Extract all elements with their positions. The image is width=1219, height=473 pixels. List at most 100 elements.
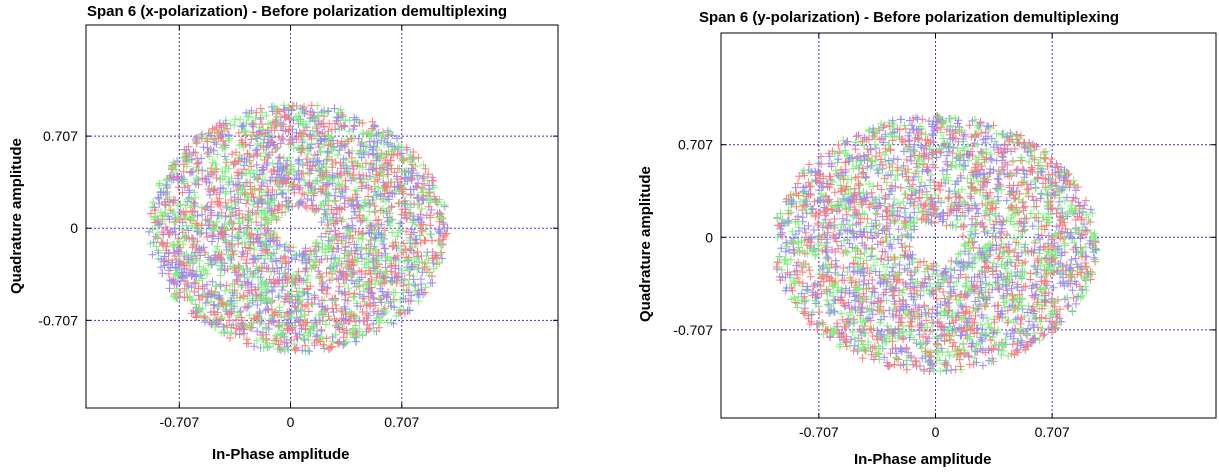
- data-point: [364, 175, 372, 184]
- data-point: [383, 159, 392, 168]
- data-point: [801, 228, 810, 237]
- data-point: [220, 152, 229, 161]
- data-point: [324, 221, 332, 230]
- data-point: [329, 136, 337, 145]
- data-point: [928, 270, 937, 279]
- data-point: [939, 134, 948, 143]
- data-point: [246, 323, 255, 332]
- data-point: [1071, 215, 1080, 224]
- data-point: [859, 314, 868, 323]
- data-point: [943, 138, 951, 147]
- data-point: [181, 213, 189, 221]
- data-point: [330, 191, 339, 200]
- data-point: [184, 281, 193, 290]
- data-point: [885, 202, 894, 211]
- data-point: [290, 185, 299, 194]
- data-point: [335, 229, 343, 238]
- data-point: [305, 347, 314, 356]
- data-point: [1035, 235, 1044, 243]
- data-point: [312, 124, 321, 133]
- data-point: [953, 144, 962, 153]
- data-point: [1028, 222, 1037, 231]
- data-point: [341, 305, 350, 313]
- data-point: [380, 151, 388, 160]
- data-point: [262, 111, 271, 120]
- data-point: [348, 195, 357, 204]
- data-point: [365, 137, 374, 146]
- data-point: [257, 242, 265, 251]
- data-point: [1023, 185, 1032, 194]
- data-point: [331, 158, 340, 167]
- data-point: [333, 150, 342, 159]
- data-point: [369, 126, 378, 135]
- data-point: [888, 116, 897, 125]
- data-point: [279, 253, 288, 262]
- data-point: [294, 317, 303, 326]
- data-point: [294, 157, 303, 165]
- data-point: [227, 328, 236, 337]
- data-point: [227, 307, 236, 316]
- data-point: [1061, 197, 1069, 205]
- data-point: [367, 185, 376, 194]
- data-point: [340, 168, 349, 176]
- data-point: [169, 207, 178, 216]
- data-point: [221, 189, 230, 198]
- data-point: [917, 344, 926, 353]
- data-point: [197, 134, 206, 143]
- data-point: [386, 156, 395, 165]
- data-point: [877, 254, 886, 263]
- data-point: [200, 205, 209, 214]
- data-point: [352, 337, 361, 346]
- data-point: [274, 154, 283, 163]
- data-point: [254, 273, 263, 282]
- data-point: [331, 253, 340, 262]
- data-point: [253, 203, 262, 211]
- data-point: [284, 265, 293, 273]
- data-point: [860, 152, 869, 161]
- data-point: [920, 365, 929, 374]
- data-point: [871, 209, 880, 218]
- data-point: [306, 110, 315, 119]
- data-point: [270, 279, 279, 288]
- data-point: [984, 264, 993, 273]
- data-point: [875, 193, 884, 202]
- data-point: [218, 175, 227, 184]
- data-point: [846, 197, 855, 206]
- data-point: [263, 182, 272, 191]
- data-point: [191, 193, 200, 202]
- data-point: [312, 204, 321, 213]
- data-point: [398, 205, 407, 214]
- data-point: [972, 205, 981, 213]
- data-point: [260, 213, 268, 222]
- data-point: [278, 166, 287, 175]
- data-point: [868, 234, 877, 243]
- y-tick-label: 0: [70, 220, 78, 236]
- data-point: [327, 243, 336, 252]
- data-point: [1067, 255, 1076, 264]
- data-point: [220, 323, 229, 332]
- data-point: [359, 280, 368, 289]
- data-point: [358, 308, 367, 316]
- data-point: [376, 276, 385, 285]
- data-point: [1032, 270, 1040, 279]
- data-point: [855, 181, 864, 190]
- data-point: [326, 176, 335, 185]
- data-point: [1067, 230, 1076, 239]
- data-point: [419, 172, 428, 181]
- data-point: [832, 262, 841, 271]
- data-point: [406, 158, 415, 167]
- data-point: [818, 247, 827, 255]
- data-point: [210, 184, 219, 193]
- data-point: [255, 307, 264, 316]
- data-point: [277, 346, 285, 354]
- data-point: [791, 218, 800, 226]
- data-point: [932, 347, 941, 356]
- data-point: [863, 233, 872, 242]
- data-point: [790, 267, 799, 276]
- data-point: [859, 188, 868, 197]
- data-point: [256, 185, 265, 193]
- data-point: [205, 190, 214, 199]
- data-point: [838, 315, 847, 324]
- data-point: [273, 106, 282, 114]
- data-point: [232, 266, 241, 275]
